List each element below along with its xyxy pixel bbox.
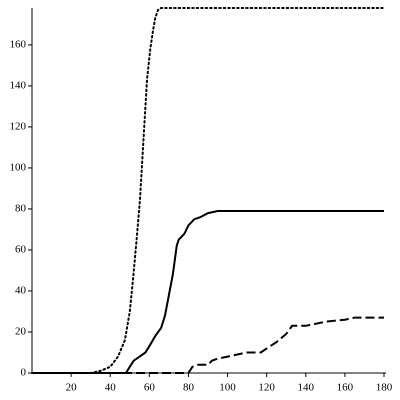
y-tick-label: 40 (15, 285, 27, 297)
line-series (32, 210, 384, 374)
x-tick-label: 180 (376, 382, 393, 394)
x-tick-label: 60 (144, 382, 156, 394)
y-tick-label: 100 (10, 161, 27, 173)
x-tick-label: 140 (298, 382, 315, 394)
x-tick-label: 40 (105, 382, 117, 394)
line-series (32, 316, 384, 374)
y-tick-label: 140 (10, 79, 27, 91)
line-series (31, 7, 385, 374)
y-tick-label: 80 (15, 202, 27, 214)
x-tick-label: 120 (258, 382, 275, 394)
y-tick-label: 0 (21, 367, 27, 379)
y-tick-label: 160 (10, 38, 27, 50)
y-tick-label: 60 (15, 243, 27, 255)
x-tick-label: 80 (183, 382, 195, 394)
x-tick-label: 160 (337, 382, 354, 394)
y-tick-label: 120 (10, 120, 27, 132)
x-tick-label: 100 (219, 382, 236, 394)
y-tick-label: 20 (15, 326, 27, 338)
x-tick-label: 20 (66, 382, 78, 394)
